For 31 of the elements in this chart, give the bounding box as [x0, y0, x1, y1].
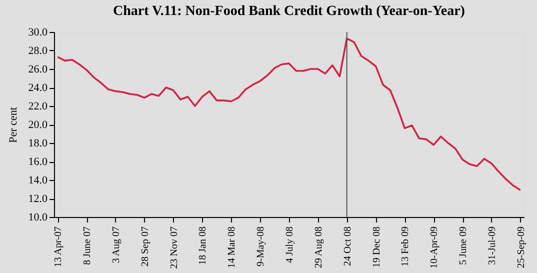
x-tick-label: 13 Feb 09 [400, 226, 412, 266]
x-tick-label: 8 June 07 [82, 226, 94, 265]
x-tick-label: 24 Oct 08 [342, 226, 354, 266]
x-tick-label: 31-Jul-09 [486, 226, 498, 265]
line-series [56, 38, 522, 192]
x-tick-label: 25-Sep-09 [516, 226, 527, 268]
x-tick-label: 29 Aug 08 [313, 226, 324, 268]
x-tick-label: 18 Jan 08 [198, 226, 209, 265]
y-tick-label: 22.0 [28, 100, 48, 112]
y-tick-label: 28.0 [28, 45, 48, 57]
x-tick-label: 10-Apr-09 [429, 226, 440, 269]
x-tick-label: 9-May-08 [256, 226, 267, 266]
y-tick-label: 12.0 [28, 193, 48, 205]
y-axis-title: Per cent [7, 107, 20, 143]
x-tick-label: 23 Nov 07 [168, 226, 180, 269]
chart-title: Chart V.11: Non-Food Bank Credit Growth (Year-on-Year) [113, 4, 466, 19]
y-tick-label: 30.0 [28, 26, 48, 38]
x-tick-label: 13 Apr-07 [53, 226, 64, 268]
y-tick-label: 26.0 [28, 64, 48, 76]
y-tick-label: 16.0 [28, 156, 48, 168]
x-tick-label: 19 Dec 08 [371, 226, 382, 268]
y-tick-label: 18.0 [28, 138, 48, 150]
x-tick-label: 4 July 08 [284, 226, 296, 264]
y-tick-label: 20.0 [28, 119, 48, 131]
x-tick-label: 3 Aug 07 [110, 226, 122, 264]
y-tick-label: 10.0 [28, 212, 48, 224]
y-tick-label: 14.0 [28, 174, 48, 186]
y-tick-label: 24.0 [28, 82, 48, 94]
x-tick-label: 28 Sep 07 [140, 226, 151, 266]
x-tick-label: 14 Mar 08 [226, 226, 238, 268]
x-tick-label: 5 June 09 [458, 226, 470, 265]
